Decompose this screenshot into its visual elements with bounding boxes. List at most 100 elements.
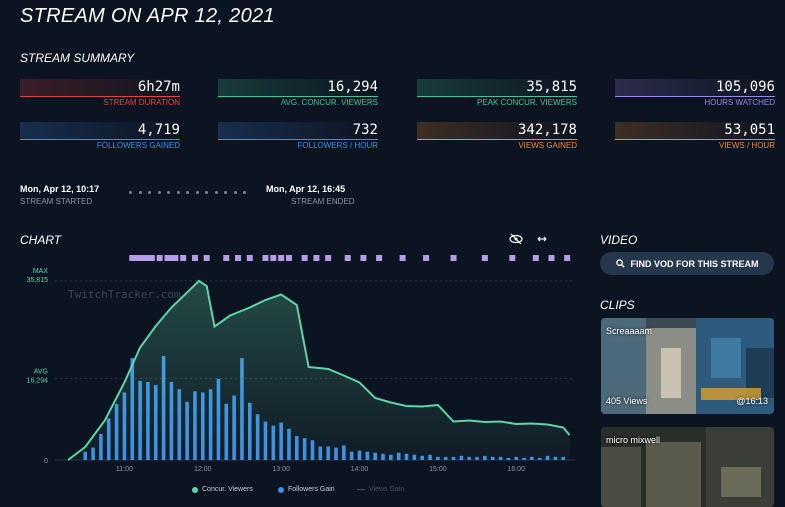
stat-value: 53,051 (724, 122, 775, 138)
stat-card: 732 FOLLOWERS / HOUR (218, 122, 378, 152)
find-vod-label: FIND VOD FOR THIS STREAM (630, 258, 759, 269)
event-marker (399, 255, 406, 261)
timeline-dot (205, 191, 208, 194)
timeline-dot (195, 191, 199, 194)
stat-card: 4,719 FOLLOWERS GAINED (20, 122, 180, 152)
clip-title: micro mixwell (606, 435, 660, 445)
viewers-line (67, 279, 571, 461)
stat-bar (20, 96, 180, 97)
page-title: STREAM ON APR 12, 2021 (20, 5, 275, 27)
avg-label: AVG (34, 369, 48, 376)
legend-label: Views Gain (369, 486, 405, 493)
stat-value: 16,294 (327, 79, 378, 95)
event-marker (564, 255, 571, 261)
clip-card[interactable]: micro mixwell (601, 427, 774, 507)
stat-bar (218, 96, 378, 97)
zero-value: 0 (44, 458, 48, 465)
event-marker (301, 255, 308, 261)
stat-glow (615, 122, 775, 140)
event-marker (344, 255, 351, 261)
timeline-dot (138, 191, 142, 194)
x-tick-label: 16:00 (507, 466, 525, 473)
clip-views: 405 Views (606, 396, 648, 406)
event-marker (164, 255, 171, 261)
stat-label: HOURS WATCHED (704, 98, 775, 107)
event-marker (270, 255, 277, 261)
clip-time: @16:13 (736, 396, 768, 406)
timeline-dot (157, 191, 161, 194)
stat-card: 105,096 HOURS WATCHED (615, 79, 775, 109)
event-marker (223, 255, 230, 261)
event-marker (376, 255, 383, 261)
timeline-dot (176, 191, 180, 194)
event-marker (548, 255, 555, 261)
event-marker (450, 255, 457, 261)
event-marker (172, 255, 179, 261)
stream-end-label: STREAM ENDED (291, 197, 355, 206)
viewers-area (68, 280, 570, 460)
event-marker (168, 255, 175, 261)
event-marker (148, 255, 155, 261)
event-marker (156, 255, 163, 261)
stream-end-date: Mon, Apr 12, 16:45 (266, 184, 346, 194)
event-marker (246, 255, 253, 261)
event-marker (180, 255, 187, 261)
timeline-dot (129, 191, 132, 194)
stat-label: VIEWS GAINED (518, 141, 577, 150)
timeline-dot (214, 191, 218, 194)
stat-glow (417, 122, 577, 140)
event-marker (191, 255, 198, 261)
event-marker (133, 255, 140, 261)
stat-value: 732 (352, 122, 378, 138)
stream-summary-heading: STREAM SUMMARY (20, 51, 135, 65)
event-marker (325, 255, 332, 261)
legend-dot-icon (192, 486, 198, 493)
stat-bar (417, 96, 577, 97)
chart-heading: CHART (20, 233, 62, 247)
timeline-dot (148, 191, 151, 194)
avg-value: 16,294 (27, 378, 49, 385)
event-marker (481, 255, 488, 261)
stat-label: FOLLOWERS GAINED (96, 141, 180, 150)
timeline-dot (233, 191, 237, 194)
legend-concur-viewers[interactable]: Concur. Viewers (192, 486, 253, 493)
stat-bar (218, 139, 378, 140)
stat-bar (615, 96, 775, 97)
stat-card: 53,051 VIEWS / HOUR (615, 122, 775, 152)
event-marker (509, 255, 516, 261)
legend-followers-gain[interactable]: Followers Gain (278, 486, 335, 493)
x-tick-label: 14:00 (351, 466, 369, 473)
stat-value: 6h27m (137, 79, 180, 95)
event-marker (203, 255, 210, 261)
stat-label: FOLLOWERS / HOUR (297, 141, 378, 150)
find-vod-button[interactable]: FIND VOD FOR THIS STREAM (600, 252, 774, 275)
expand-arrows-icon[interactable] (536, 232, 548, 250)
clip-card[interactable]: Screaaaam 405 Views @16:13 (601, 318, 774, 414)
event-marker (423, 255, 430, 261)
event-marker (137, 255, 144, 261)
event-marker (144, 255, 151, 261)
stat-card: 35,815 PEAK CONCUR. VIEWERS (417, 79, 577, 109)
max-label: MAX (33, 268, 49, 275)
stat-value: 105,096 (715, 79, 775, 95)
stat-value: 342,178 (517, 122, 577, 138)
timeline-dot (224, 191, 227, 194)
stat-bar (417, 139, 577, 140)
stat-label: STREAM DURATION (103, 98, 180, 107)
x-tick-label: 12:00 (194, 466, 212, 473)
stat-label: PEAK CONCUR. VIEWERS (476, 98, 577, 107)
stat-card: 6h27m STREAM DURATION (20, 79, 180, 109)
legend-views-gain[interactable]: Views Gain (357, 486, 404, 493)
x-tick-label: 13:00 (272, 466, 290, 473)
video-heading: VIDEO (600, 233, 638, 247)
clip-thumbnail (601, 427, 774, 507)
stat-bar (615, 139, 775, 140)
clip-thumbnail (601, 318, 774, 414)
timeline-dot (186, 191, 189, 194)
timeline-dot (243, 191, 246, 194)
timeline-dot (167, 191, 170, 194)
stat-label: AVG. CONCUR. VIEWERS (280, 98, 378, 107)
event-marker (235, 255, 242, 261)
stream-start-date: Mon, Apr 12, 10:17 (20, 184, 100, 194)
eye-slash-icon[interactable] (509, 232, 523, 250)
